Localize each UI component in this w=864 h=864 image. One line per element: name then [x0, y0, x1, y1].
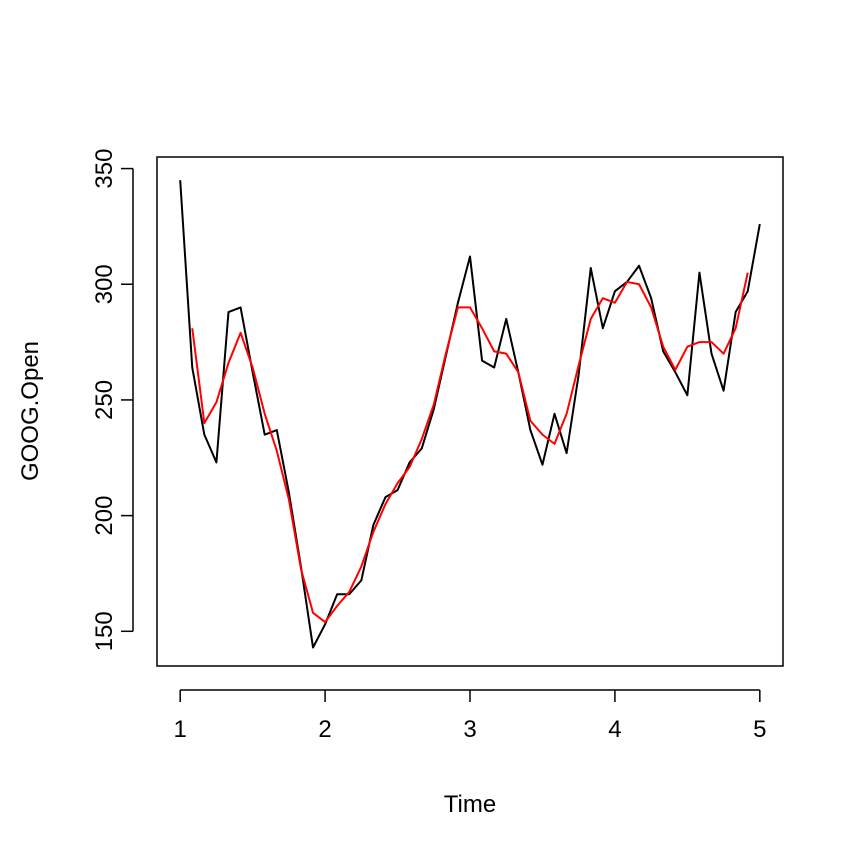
y-axis: 150 200 250 300 350 — [91, 149, 134, 651]
x-tick-label: 2 — [318, 716, 331, 743]
x-axis-title: Time — [444, 791, 496, 818]
x-tick-label: 4 — [608, 716, 621, 743]
x-tick-label: 5 — [753, 716, 766, 743]
y-axis-title: GOOG.Open — [17, 341, 44, 481]
y-tick-label: 300 — [91, 264, 118, 304]
y-tick-label: 350 — [91, 149, 118, 189]
x-tick-label: 1 — [174, 716, 187, 743]
series-layer — [179, 180, 761, 649]
y-tick-label: 250 — [91, 380, 118, 420]
y-tick-label: 150 — [91, 611, 118, 651]
series-line-2 — [191, 272, 749, 624]
x-axis: 1 2 3 4 5 — [174, 689, 766, 743]
plot-area-frame — [156, 156, 784, 667]
x-tick-label: 3 — [463, 716, 476, 743]
y-tick-label: 200 — [91, 496, 118, 536]
series-line-1 — [179, 180, 761, 649]
